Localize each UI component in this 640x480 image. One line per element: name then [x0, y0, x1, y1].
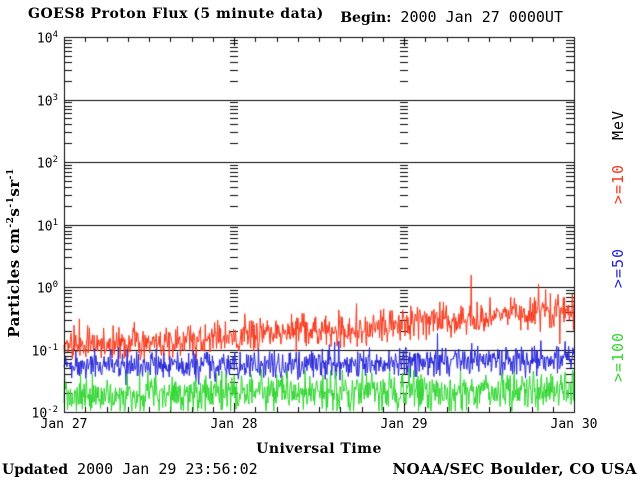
begin-timestamp: Begin: 2000 Jan 27 0000UT	[340, 8, 563, 26]
x-tick-label: Jan 27	[40, 417, 88, 432]
updated-label: Updated	[2, 462, 69, 478]
page-title: GOES8 Proton Flux (5 minute data)	[28, 6, 324, 22]
legend-label-ge50: >=50	[609, 247, 627, 289]
y-tick-label: 10-1	[31, 342, 59, 359]
x-axis-title: Universal Time	[256, 441, 382, 457]
y-tick-label: 102	[36, 155, 58, 172]
credit-text: NOAA/SEC Boulder, CO USA	[392, 460, 637, 478]
updated-timestamp: Updated 2000 Jan 29 23:56:02	[2, 460, 258, 478]
y-tick-label: 103	[36, 92, 58, 109]
x-tick-label: Jan 28	[210, 417, 258, 432]
begin-label: Begin:	[340, 10, 392, 26]
y-tick-label: 104	[36, 30, 58, 47]
y-axis-title: Particles cm-2s-1sr-1	[5, 168, 23, 338]
y-tick-label: 10-2	[31, 405, 59, 422]
updated-value: 2000 Jan 29 23:56:02	[68, 460, 258, 478]
legend-label-ge100: >=100	[609, 331, 627, 383]
y-tick-label: 101	[36, 217, 58, 234]
y-tick-label: 100	[36, 280, 58, 297]
legend-label-ge10: >=10	[609, 163, 627, 205]
x-tick-label: Jan 29	[380, 417, 428, 432]
y-axis-title-sup: -1	[6, 196, 16, 208]
y-axis-title-text: sr	[5, 179, 23, 197]
unit-label-mev: MeV	[609, 109, 627, 141]
begin-value: 2000 Jan 27 0000UT	[391, 8, 563, 26]
x-tick-label: Jan 30	[550, 417, 598, 432]
